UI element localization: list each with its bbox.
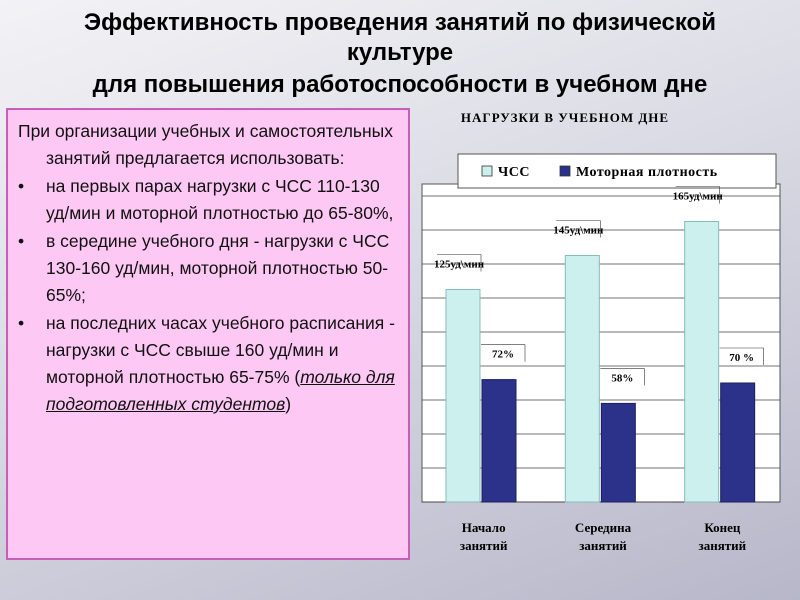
data-label-hr-1: 125уд\мин bbox=[434, 259, 485, 271]
legend-swatch-2 bbox=[559, 165, 571, 177]
trained-students-note: только для подготовленных студентов bbox=[46, 367, 395, 414]
data-label-hr-2: 145уд\мин bbox=[553, 225, 604, 237]
recommendations-intro: При организации учебных и самостоятельны… bbox=[18, 121, 394, 168]
data-label-density-1: 72% bbox=[492, 349, 514, 361]
bar-hr-1 bbox=[445, 289, 481, 503]
recommendation-item-2: в середине учебного дня - нагрузки с ЧСС… bbox=[18, 228, 398, 309]
bar-hr-3 bbox=[684, 221, 720, 503]
legend-swatch-1 bbox=[481, 165, 493, 177]
legend-label-1: ЧСС bbox=[498, 165, 530, 180]
workload-chart: НАГРУЗКИ В УЧЕБНОМ ДНЕ ЧСС Моторная плотно… bbox=[421, 110, 781, 553]
slide-title: Эффективность проведения занятий по физи… bbox=[20, 8, 780, 100]
note-open-paren: ( bbox=[289, 367, 301, 387]
bar-density-1 bbox=[481, 379, 517, 503]
legend-label-2: Моторная плотность bbox=[576, 165, 718, 180]
category-label-3-line-2: занятий bbox=[699, 538, 747, 553]
category-label-1-line-2: занятий bbox=[460, 538, 508, 553]
data-label-density-2: 58% bbox=[611, 372, 633, 384]
data-label-density-3: 70 % bbox=[729, 352, 754, 364]
recommendation-text-3: на последних часах учебного расписания -… bbox=[46, 313, 395, 387]
category-label-2-line-2: занятий bbox=[579, 538, 627, 553]
recommendation-item-1: на первых парах нагрузки с ЧСС 110-130 у… bbox=[18, 173, 398, 227]
chart-legend bbox=[457, 153, 777, 189]
category-label-3-line-1: Конец bbox=[704, 520, 741, 535]
recommendation-text-2: в середине учебного дня - нагрузки с ЧСС… bbox=[46, 231, 390, 305]
recommendation-text-1: на первых парах нагрузки с ЧСС 110-130 у… bbox=[46, 176, 394, 223]
note-close-paren: ) bbox=[285, 394, 292, 414]
bar-density-3 bbox=[720, 382, 756, 503]
bar-density-2 bbox=[600, 402, 636, 503]
data-label-hr-3: 165уд\мин bbox=[673, 191, 724, 203]
chart-title: НАГРУЗКИ В УЧЕБНОМ ДНЕ bbox=[461, 110, 669, 125]
bar-hr-2 bbox=[564, 255, 600, 503]
recommendations-list: на первых парах нагрузки с ЧСС 110-130 у… bbox=[18, 173, 398, 418]
recommendation-item-3: на последних часах учебного расписания -… bbox=[18, 310, 398, 418]
slide-title-line-1: Эффективность проведения занятий по физи… bbox=[84, 9, 716, 66]
slide-title-line-2: для повышения работоспособности в учебно… bbox=[92, 71, 708, 98]
category-label-2-line-1: Середина bbox=[575, 520, 632, 535]
recommendations-panel: При организации учебных и самостоятельны… bbox=[6, 108, 410, 560]
category-label-1-line-1: Начало bbox=[462, 520, 506, 535]
